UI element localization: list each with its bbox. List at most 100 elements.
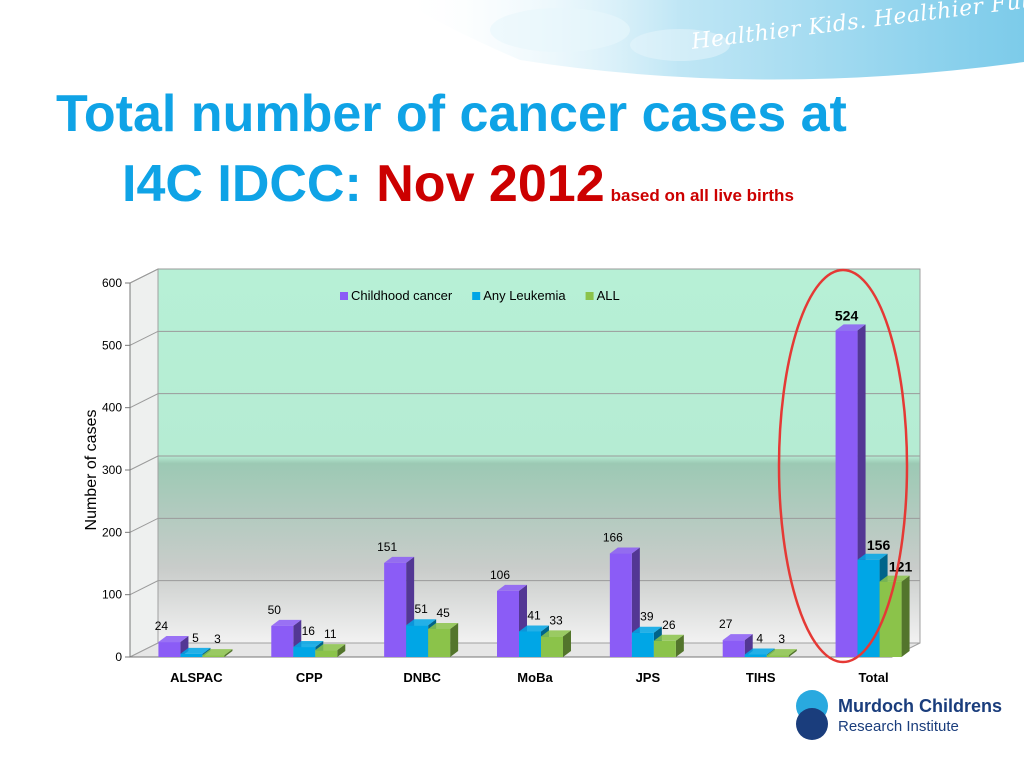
bar (653, 640, 676, 657)
data-label: 51 (414, 602, 428, 616)
x-tick-label: MoBa (517, 670, 553, 685)
legend: Childhood cancer Any Leukemia ALL (340, 288, 620, 303)
y-tick-label: 400 (102, 401, 122, 415)
logo-line1: Murdoch Childrens (838, 696, 1003, 716)
bar (180, 653, 203, 657)
legend-label: ALL (597, 288, 620, 303)
bar-top (744, 648, 775, 655)
bar-top (519, 625, 549, 632)
bar (406, 625, 429, 657)
bar-top (857, 553, 888, 560)
y-axis-label: Number of cases (83, 410, 100, 531)
bar (879, 581, 902, 657)
bar (293, 647, 316, 657)
bar-top (271, 619, 302, 626)
legend-label: Childhood cancer (351, 288, 453, 303)
data-label: 121 (889, 559, 913, 575)
gridline (129, 393, 920, 409)
data-label: 39 (640, 610, 654, 624)
data-label: 151 (377, 540, 397, 554)
bar-side (901, 575, 910, 657)
bar-top (835, 324, 866, 331)
bar-top (609, 547, 640, 554)
bar-top (384, 556, 415, 563)
bar-top (766, 649, 797, 656)
bar (158, 642, 181, 657)
data-label: 24 (155, 619, 169, 633)
bar-side (675, 634, 684, 657)
title-subtitle: based on all live births (610, 186, 794, 205)
bar-side (788, 649, 797, 657)
bar (202, 655, 225, 657)
data-label: 50 (268, 603, 282, 617)
y-tick-label: 600 (102, 276, 122, 290)
legend-swatch (340, 292, 348, 300)
data-label: 3 (778, 632, 785, 646)
y-tick-label: 100 (102, 588, 122, 602)
bar (315, 650, 338, 657)
total-highlight-ellipse (777, 268, 909, 664)
bar-top (631, 626, 662, 633)
data-label: 5 (192, 631, 199, 645)
bar-side (563, 630, 571, 657)
title-prefix: I4C IDCC: (122, 155, 362, 213)
data-label: 166 (603, 531, 623, 545)
bar-top (541, 630, 571, 637)
data-label: 27 (719, 617, 733, 631)
gridline (129, 268, 920, 284)
bar (631, 632, 654, 657)
x-tick-label: JPS (636, 670, 661, 685)
bar-top (202, 649, 233, 656)
logo-mark-icon (796, 690, 828, 740)
data-label: 16 (302, 624, 316, 638)
bar-top (315, 644, 346, 651)
bar-side (337, 644, 346, 657)
slide-title: Total number of cancer cases at (56, 85, 847, 143)
logo-line2: Research Institute (838, 718, 959, 735)
data-label: 106 (490, 568, 510, 582)
bar-top (497, 584, 527, 591)
bar (609, 553, 632, 657)
data-label: 4 (756, 632, 763, 646)
y-tick-label: 0 (115, 650, 122, 664)
y-tick-label: 500 (102, 338, 122, 352)
data-label: 26 (662, 618, 676, 632)
legend-swatch (585, 292, 594, 300)
institute-logo: Murdoch Childrens Research Institute (794, 688, 1014, 748)
x-tick-label: TIHS (746, 670, 776, 685)
x-tick-label: ALSPAC (170, 670, 223, 685)
y-tick-label: 300 (102, 463, 122, 477)
data-label: 41 (527, 608, 541, 622)
title-date: Nov 2012 (376, 155, 605, 213)
bar-top (158, 636, 189, 643)
bars (158, 324, 910, 657)
bar (766, 655, 789, 657)
data-labels: 24 5 3 50 16 11 151 51 45 106 41 33 166 39 26 27 4 3 524 15… (155, 307, 913, 646)
slide-title-line2: I4C IDCC: Nov 2012 based on all live birt… (122, 154, 794, 214)
gridline (129, 580, 920, 596)
legend-swatch (472, 292, 481, 300)
bar (497, 590, 519, 657)
x-tick-label: DNBC (403, 670, 441, 685)
x-tick-label: CPP (296, 670, 323, 685)
data-label: 3 (214, 632, 221, 646)
bar (519, 631, 541, 657)
bar (722, 640, 745, 657)
bar-side (224, 649, 233, 657)
bar (744, 654, 767, 657)
bar-side (450, 622, 459, 657)
bar-top (406, 619, 437, 626)
gridline (129, 330, 920, 346)
data-label: 11 (324, 627, 337, 641)
bar-top (653, 634, 684, 641)
data-label: 156 (867, 537, 891, 553)
bar (384, 562, 407, 657)
gridline (129, 455, 920, 471)
data-label: 524 (835, 307, 859, 323)
header-banner (400, 0, 1024, 80)
data-label: 33 (549, 613, 563, 627)
gridline (129, 517, 920, 533)
bar-top (180, 647, 211, 654)
x-tick-label: Total (859, 670, 889, 685)
